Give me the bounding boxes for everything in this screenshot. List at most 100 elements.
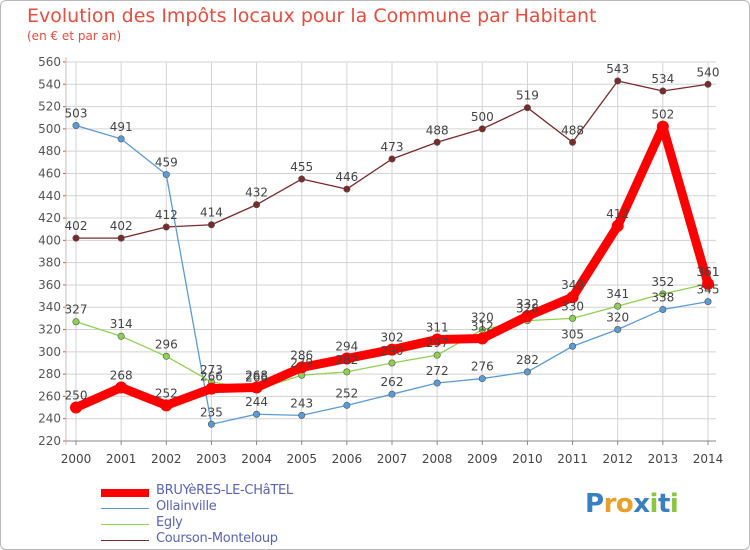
legend-swatch <box>101 524 149 525</box>
x-tick-label: 2007 <box>377 452 408 466</box>
chart-title: Evolution des Impôts locaux pour la Comm… <box>27 5 597 27</box>
data-label: 488 <box>426 123 449 137</box>
data-point <box>115 381 128 394</box>
data-label: 345 <box>697 283 720 297</box>
data-label: 252 <box>155 386 178 400</box>
data-label: 488 <box>561 123 584 137</box>
data-point <box>72 234 80 242</box>
data-label: 252 <box>335 386 358 400</box>
y-tick-label: 560 <box>38 55 61 69</box>
data-label: 266 <box>245 371 268 385</box>
data-label: 273 <box>200 363 223 377</box>
data-point <box>431 333 444 346</box>
data-point <box>614 326 622 334</box>
chart-subtitle: (en € et par an) <box>27 29 122 43</box>
data-label: 235 <box>200 405 223 419</box>
data-label: 349 <box>561 278 584 292</box>
data-point <box>207 221 215 229</box>
logo-letter: i <box>649 489 659 519</box>
data-point <box>70 401 82 414</box>
x-tick-label: 2011 <box>557 452 588 466</box>
logo-letter: x <box>633 489 650 519</box>
data-point <box>343 401 351 409</box>
data-label: 361 <box>697 265 720 279</box>
data-point <box>162 171 170 179</box>
data-point <box>117 135 125 143</box>
data-label: 338 <box>651 290 674 304</box>
data-label: 294 <box>335 340 358 354</box>
data-label: 262 <box>381 375 404 389</box>
data-point <box>386 343 398 356</box>
data-label: 491 <box>110 120 133 134</box>
data-point <box>566 291 579 304</box>
data-point <box>253 410 261 418</box>
logo-letter: o <box>615 489 634 519</box>
x-tick-label: 2000 <box>61 452 92 466</box>
data-point <box>659 305 667 313</box>
data-label: 279 <box>290 356 313 370</box>
data-point <box>702 277 714 290</box>
data-point <box>253 201 261 209</box>
data-point <box>614 77 622 85</box>
logo-letter: r <box>603 489 617 519</box>
y-tick-label: 280 <box>38 367 61 381</box>
data-label: 352 <box>651 275 674 289</box>
data-label: 502 <box>651 108 674 122</box>
y-tick-label: 480 <box>38 144 61 158</box>
logo-letter: t <box>657 489 670 519</box>
data-label: 543 <box>606 62 629 76</box>
data-point <box>478 375 486 383</box>
data-label: 286 <box>290 348 313 362</box>
data-label: 500 <box>471 110 494 124</box>
data-label: 341 <box>606 287 629 301</box>
data-point <box>478 125 486 133</box>
data-label: 320 <box>471 311 494 325</box>
data-label: 244 <box>245 395 268 409</box>
y-tick-label: 380 <box>38 256 61 270</box>
data-label: 446 <box>335 170 358 184</box>
data-point <box>343 185 351 193</box>
y-tick-label: 420 <box>38 211 61 225</box>
x-tick-label: 2001 <box>106 452 137 466</box>
data-point <box>659 87 667 95</box>
data-label: 243 <box>290 396 313 410</box>
data-point <box>704 80 712 88</box>
data-label: 412 <box>606 207 629 221</box>
data-point <box>569 138 577 146</box>
data-label: 361 <box>697 265 720 279</box>
data-point <box>523 104 531 112</box>
legend-swatch <box>101 489 149 497</box>
data-point <box>704 298 712 306</box>
data-label: 250 <box>65 389 88 403</box>
x-tick-label: 2012 <box>602 452 633 466</box>
data-point <box>295 361 308 374</box>
data-label: 302 <box>381 331 404 345</box>
data-label: 330 <box>561 299 584 313</box>
y-tick-label: 340 <box>38 300 61 314</box>
legend-swatch <box>101 540 149 541</box>
x-tick-label: 2004 <box>241 452 272 466</box>
data-label: 290 <box>381 344 404 358</box>
data-point <box>433 379 441 387</box>
data-point <box>388 155 396 163</box>
x-tick-label: 2013 <box>648 452 679 466</box>
data-point <box>160 399 173 412</box>
data-label: 412 <box>155 208 178 222</box>
data-label: 314 <box>110 317 133 331</box>
legend-label: Egly <box>156 515 183 530</box>
data-label: 414 <box>200 206 223 220</box>
data-point <box>298 411 306 419</box>
y-tick-label: 360 <box>38 278 61 292</box>
x-tick-label: 2014 <box>693 452 724 466</box>
data-point <box>569 342 577 350</box>
data-point <box>298 175 306 183</box>
data-point <box>162 352 170 360</box>
x-tick-label: 2006 <box>332 452 363 466</box>
logo-letter: P <box>585 489 604 519</box>
data-point <box>72 122 80 130</box>
data-label: 503 <box>65 107 88 121</box>
data-label: 312 <box>471 319 494 333</box>
x-tick-label: 2003 <box>196 452 227 466</box>
